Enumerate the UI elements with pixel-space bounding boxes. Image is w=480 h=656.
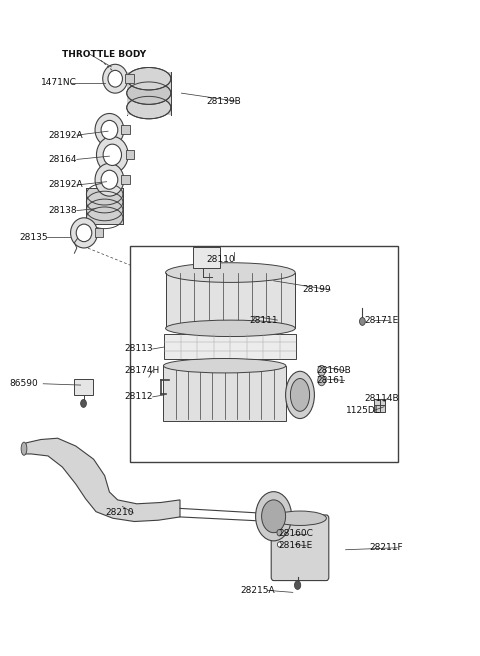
Text: 28114B: 28114B (365, 394, 399, 403)
Text: 28161E: 28161E (278, 541, 312, 550)
Text: 28164: 28164 (48, 155, 76, 164)
Ellipse shape (21, 442, 27, 455)
Text: 1125DL: 1125DL (346, 406, 380, 415)
Ellipse shape (277, 542, 281, 547)
Text: 1471NC: 1471NC (41, 78, 77, 87)
Bar (74, 379, 93, 395)
Ellipse shape (103, 144, 121, 165)
Bar (164, 334, 296, 359)
Bar (163, 365, 286, 421)
Ellipse shape (286, 371, 314, 419)
Ellipse shape (101, 171, 118, 189)
Text: 28160B: 28160B (317, 366, 351, 375)
FancyBboxPatch shape (121, 125, 130, 134)
Text: 28111: 28111 (250, 316, 278, 325)
Text: 28199: 28199 (302, 285, 331, 295)
FancyBboxPatch shape (126, 150, 134, 159)
Ellipse shape (262, 500, 286, 533)
Ellipse shape (318, 365, 325, 376)
Bar (374, 399, 385, 405)
Ellipse shape (277, 529, 282, 536)
Ellipse shape (96, 136, 128, 173)
Text: 28210: 28210 (106, 508, 134, 518)
Text: 28171E: 28171E (365, 316, 399, 325)
Bar (193, 247, 219, 268)
Ellipse shape (76, 224, 92, 241)
Polygon shape (127, 72, 171, 115)
Text: THROTTLE BODY: THROTTLE BODY (62, 50, 146, 59)
Ellipse shape (81, 400, 86, 407)
Ellipse shape (274, 511, 326, 525)
Bar (166, 273, 295, 328)
FancyBboxPatch shape (121, 175, 130, 184)
Text: 28192A: 28192A (48, 180, 83, 190)
Text: 28135: 28135 (19, 233, 48, 242)
Bar (130, 246, 398, 462)
Text: 28138: 28138 (48, 206, 77, 215)
Ellipse shape (95, 163, 124, 196)
Ellipse shape (103, 64, 128, 93)
Ellipse shape (127, 96, 171, 119)
Text: 28112: 28112 (125, 392, 153, 401)
Bar (374, 405, 385, 412)
Ellipse shape (163, 358, 286, 373)
Text: 86590: 86590 (10, 379, 38, 388)
Ellipse shape (127, 68, 171, 90)
Text: 28192A: 28192A (48, 131, 83, 140)
Text: 28161: 28161 (317, 376, 346, 385)
Text: 28160C: 28160C (278, 529, 313, 539)
Text: 28211F: 28211F (370, 543, 403, 552)
Ellipse shape (290, 379, 310, 411)
Ellipse shape (101, 120, 118, 139)
Ellipse shape (318, 375, 325, 386)
FancyBboxPatch shape (95, 228, 104, 237)
FancyBboxPatch shape (271, 515, 329, 581)
Text: 28215A: 28215A (240, 586, 275, 595)
Ellipse shape (166, 320, 295, 337)
FancyBboxPatch shape (125, 74, 134, 83)
Ellipse shape (255, 492, 291, 541)
Text: 28174H: 28174H (125, 366, 160, 375)
Ellipse shape (166, 262, 295, 282)
Text: 28113: 28113 (125, 344, 154, 354)
Text: 28110: 28110 (206, 255, 235, 264)
Ellipse shape (295, 581, 300, 589)
Ellipse shape (108, 70, 122, 87)
Ellipse shape (360, 318, 365, 325)
Ellipse shape (95, 113, 124, 146)
Text: 28139B: 28139B (206, 96, 241, 106)
Polygon shape (86, 188, 123, 224)
Ellipse shape (127, 82, 171, 104)
Polygon shape (23, 438, 180, 522)
Ellipse shape (71, 218, 97, 248)
